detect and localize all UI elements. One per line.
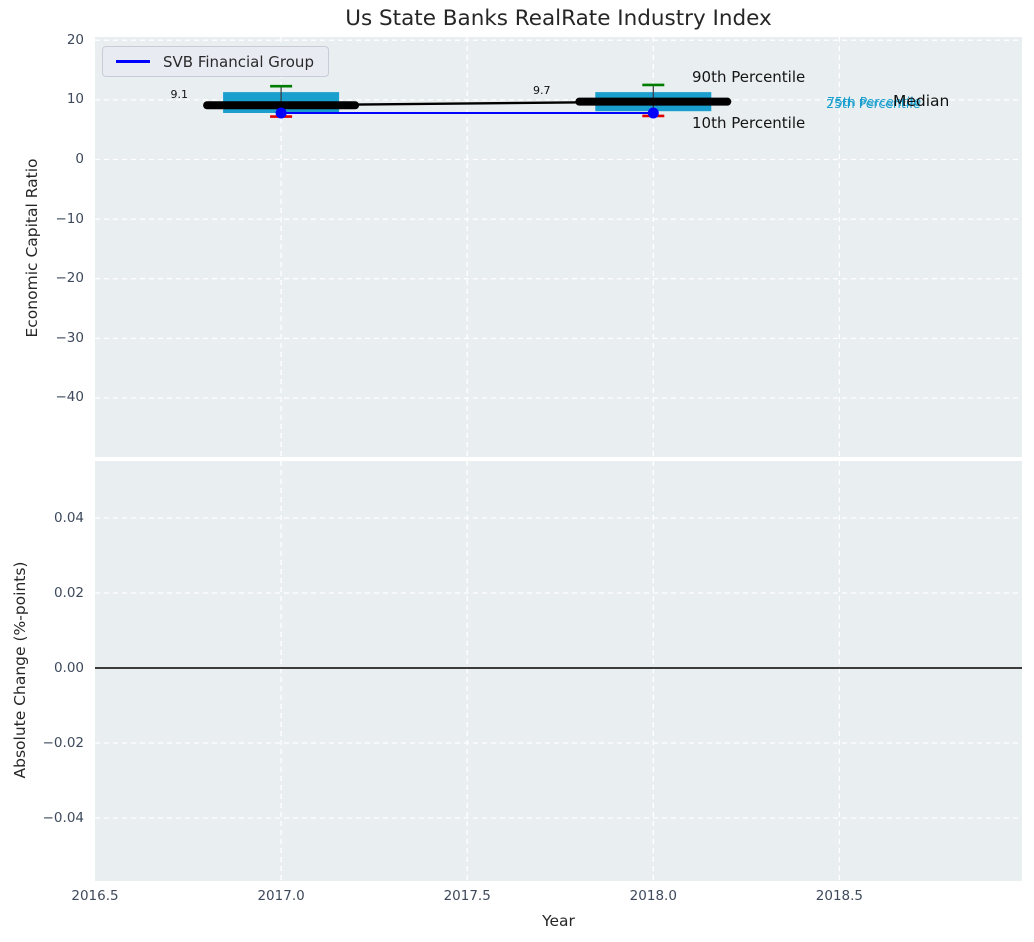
xtick-2016.5: 2016.5 xyxy=(71,888,119,904)
annotation-median: Median xyxy=(893,91,950,110)
ytick-top-−30: −30 xyxy=(55,329,85,346)
top-y-axis-label: Economic Capital Ratio xyxy=(23,158,41,338)
annotation-25th-percentile: 25th Percentile xyxy=(826,96,921,111)
legend-line-swatch xyxy=(116,60,150,63)
legend: SVB Financial Group xyxy=(102,46,329,77)
ytick-bottom-0.04: 0.04 xyxy=(53,509,84,526)
ytick-top-−20: −20 xyxy=(55,270,85,287)
annotation-10th-percentile: 10th Percentile xyxy=(692,114,806,132)
ytick-bottom-−0.04: −0.04 xyxy=(42,809,84,826)
legend-label: SVB Financial Group xyxy=(163,52,314,71)
series-marker-svb-2018 xyxy=(647,107,659,119)
ytick-bottom-0.02: 0.02 xyxy=(53,584,84,601)
xtick-2017.0: 2017.0 xyxy=(257,888,305,904)
xtick-2018.0: 2018.0 xyxy=(629,888,677,904)
annotation-median-2018: 9.7 xyxy=(533,84,551,97)
xtick-2018.5: 2018.5 xyxy=(815,888,864,904)
ytick-top-20: 20 xyxy=(66,31,84,48)
series-marker-svb-2017 xyxy=(275,107,287,119)
x-axis-label: Year xyxy=(542,912,575,930)
ytick-bottom-−0.02: −0.02 xyxy=(42,734,84,751)
ytick-top-−10: −10 xyxy=(55,210,85,227)
ytick-top-0: 0 xyxy=(75,151,84,167)
ytick-top-−40: −40 xyxy=(55,389,85,406)
annotation-90th-percentile: 90th Percentile xyxy=(692,68,806,86)
annotation-75th-percentile: 75th Percentile xyxy=(827,93,922,109)
chart-title: Us State Banks RealRate Industry Index xyxy=(345,6,772,31)
annotation-median-2017: 9.1 xyxy=(170,88,189,101)
xtick-2017.5: 2017.5 xyxy=(443,888,491,904)
ytick-bottom-0.00: 0.00 xyxy=(53,659,84,676)
ytick-top-10: 10 xyxy=(66,91,84,108)
bottom-axes-background xyxy=(95,461,1022,881)
